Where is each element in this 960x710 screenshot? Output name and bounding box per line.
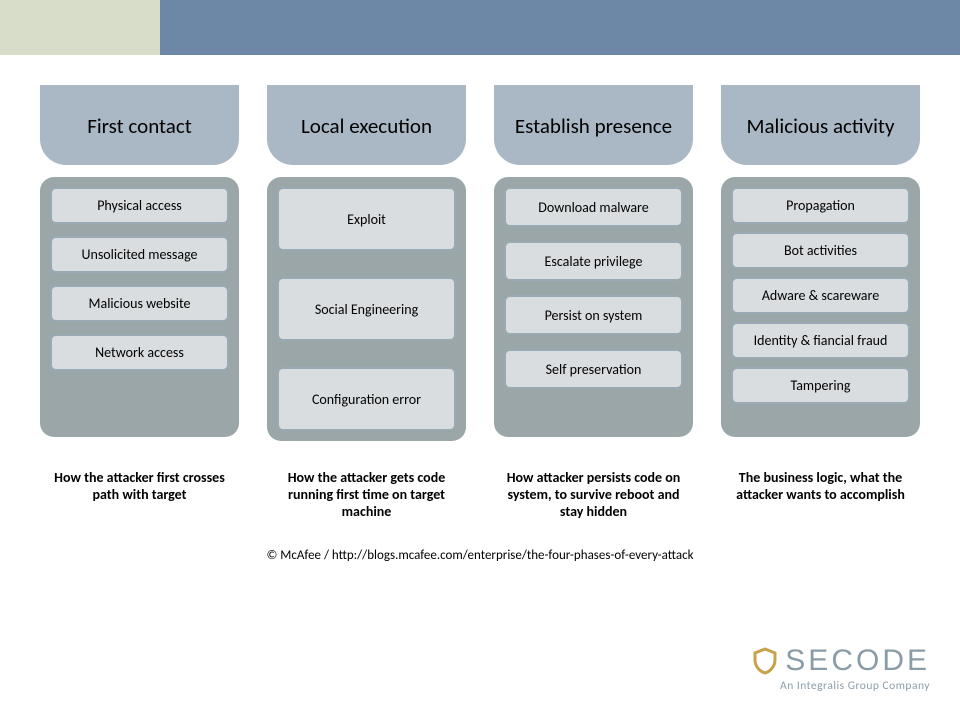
phase-box: Exploit bbox=[277, 187, 456, 251]
column-header: Establish presence bbox=[494, 85, 693, 165]
logo-area: SECODE An Integralis Group Company bbox=[751, 646, 930, 693]
top-banner bbox=[0, 0, 960, 55]
column-title: Local execution bbox=[277, 85, 456, 155]
logo-tagline: An Integralis Group Company bbox=[751, 681, 930, 693]
column-stack: Propagation Bot activities Adware & scarew… bbox=[721, 177, 920, 437]
column-caption: The business logic, what the attacker wa… bbox=[721, 469, 920, 520]
column-stack: Download malware Escalate privilege Persis… bbox=[494, 177, 693, 437]
column-header: First contact bbox=[40, 85, 239, 165]
column-header: Malicious activity bbox=[721, 85, 920, 165]
phase-box: Malicious website bbox=[50, 285, 229, 322]
column-caption: How attacker persists code on system, to… bbox=[494, 469, 693, 520]
diagram-content: First contact Physical access Unsolicited … bbox=[0, 55, 960, 563]
column-title: Establish presence bbox=[504, 85, 683, 155]
shield-icon bbox=[751, 647, 779, 675]
phase-box: Tampering bbox=[731, 367, 910, 404]
column: Malicious activity Propagation Bot activit… bbox=[721, 85, 920, 441]
phase-box: Unsolicited message bbox=[50, 236, 229, 273]
phase-box: Escalate privilege bbox=[504, 241, 683, 281]
column-title: Malicious activity bbox=[731, 85, 910, 155]
column: Establish presence Download malware Escala… bbox=[494, 85, 693, 441]
column-stack: Physical access Unsolicited message Malici… bbox=[40, 177, 239, 437]
phase-box: Identity & fiancial fraud bbox=[731, 322, 910, 359]
phase-box: Bot activities bbox=[731, 232, 910, 269]
logo-secode: SECODE bbox=[751, 646, 930, 676]
phase-box: Download malware bbox=[504, 187, 683, 227]
phase-box: Persist on system bbox=[504, 295, 683, 335]
columns-row: First contact Physical access Unsolicited … bbox=[40, 85, 920, 441]
source-footer: © McAfee / http://blogs.mcafee.com/enter… bbox=[40, 548, 920, 563]
captions-row: How the attacker first crosses path with… bbox=[40, 469, 920, 520]
logo-text: SECODE bbox=[785, 646, 930, 676]
column-caption: How the attacker first crosses path with… bbox=[40, 469, 239, 520]
column: Local execution Exploit Social Engineering… bbox=[267, 85, 466, 441]
banner-left bbox=[0, 0, 160, 55]
column-stack: Exploit Social Engineering Configuration e… bbox=[267, 177, 466, 441]
column-title: First contact bbox=[50, 85, 229, 155]
phase-box: Propagation bbox=[731, 187, 910, 224]
column-header: Local execution bbox=[267, 85, 466, 165]
phase-box: Self preservation bbox=[504, 349, 683, 389]
column: First contact Physical access Unsolicited … bbox=[40, 85, 239, 441]
banner-right bbox=[160, 0, 960, 55]
phase-box: Adware & scareware bbox=[731, 277, 910, 314]
phase-box: Network access bbox=[50, 334, 229, 371]
phase-box: Physical access bbox=[50, 187, 229, 224]
phase-box: Configuration error bbox=[277, 367, 456, 431]
column-caption: How the attacker gets code running first… bbox=[267, 469, 466, 520]
phase-box: Social Engineering bbox=[277, 277, 456, 341]
